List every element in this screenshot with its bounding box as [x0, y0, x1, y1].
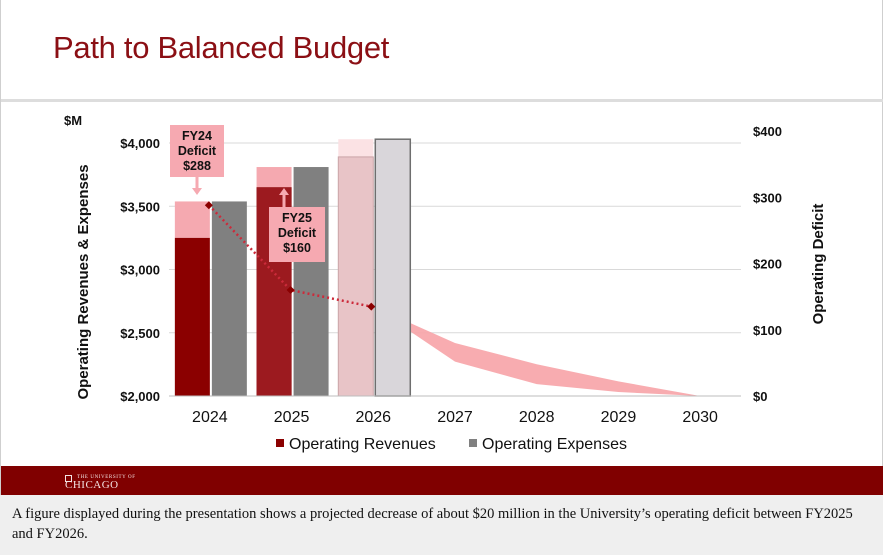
- y-tick-label: $2,500: [120, 326, 160, 341]
- x-tick-label: 2025: [274, 409, 310, 426]
- bar-operating-expenses: [293, 167, 329, 396]
- bar-operating-revenues: [174, 237, 210, 396]
- y2-tick-label: $100: [753, 323, 782, 338]
- x-tick-label: 2029: [601, 409, 637, 426]
- y-tick-label: $3,500: [120, 199, 160, 214]
- y-tick-label: $4,000: [120, 136, 160, 151]
- annotation-box: [269, 207, 325, 262]
- chart-legend: Operating Revenues Operating Expenses: [276, 436, 627, 453]
- y2-axis-title: Operating Deficit: [810, 204, 827, 325]
- x-tick-label: 2026: [355, 409, 391, 426]
- projection-band-layer: [373, 306, 701, 396]
- y-tick-label: $2,000: [120, 389, 160, 404]
- annotation-text: Deficit: [178, 144, 217, 158]
- legend-swatch-revenues: [276, 439, 284, 447]
- y2-tick-label: $300: [753, 190, 782, 205]
- unit-label: $M: [64, 113, 82, 128]
- figure-caption: A figure displayed during the presentati…: [0, 495, 883, 555]
- legend-label-revenues: Operating Revenues: [289, 436, 436, 453]
- presentation-slide: Path to Balanced Budget FY24 Deficit $288 F…: [0, 0, 883, 495]
- x-tick-label: 2028: [519, 409, 555, 426]
- axes-layer: $M Operating Revenues & Expenses Operati…: [64, 113, 827, 426]
- logo-small-text: THE UNIVERSITY OF: [77, 475, 136, 480]
- y2-tick-label: $200: [753, 257, 782, 272]
- annotation-text: FY25: [282, 211, 312, 225]
- university-logo: THE UNIVERSITY OF CHICAGO: [65, 475, 136, 491]
- deficit-marker: [286, 286, 295, 294]
- y-tick-label: $3,000: [120, 263, 160, 278]
- bar-operating-revenues: [337, 156, 374, 397]
- x-tick-label: 2030: [682, 409, 718, 426]
- x-tick-label: 2027: [437, 409, 473, 426]
- annotation-text: FY24: [182, 129, 212, 143]
- legend-label-expenses: Operating Expenses: [482, 436, 627, 453]
- annotation-box: [170, 125, 224, 177]
- deficit-line-layer: [204, 201, 376, 311]
- annotation-text: $288: [183, 159, 211, 173]
- bar-deficit-gap: [338, 139, 374, 157]
- annotation-arrowhead: [279, 188, 289, 195]
- bar-operating-expenses: [211, 201, 247, 396]
- shield-icon: [65, 475, 72, 482]
- slide-title: Path to Balanced Budget: [53, 30, 390, 65]
- legend-swatch-expenses: [469, 439, 477, 447]
- bar-operating-expenses: [374, 138, 412, 397]
- title-divider: [1, 99, 883, 102]
- y2-tick-label: $0: [753, 389, 767, 404]
- projection-band: [373, 306, 701, 396]
- footer-bar: [1, 466, 883, 495]
- deficit-marker: [204, 201, 213, 210]
- bars-layer: [174, 138, 412, 397]
- y-axis-title: Operating Revenues & Expenses: [75, 164, 92, 399]
- annotation-arrowhead: [192, 188, 202, 195]
- annotation-text: Deficit: [278, 226, 317, 240]
- logo-big-text: CHICAGO: [65, 479, 119, 491]
- annotation-text: $160: [283, 241, 311, 255]
- bar-deficit-gap: [174, 201, 210, 238]
- x-tick-label: 2024: [192, 409, 228, 426]
- bar-deficit-gap: [256, 167, 292, 188]
- deficit-marker: [367, 302, 376, 311]
- y2-tick-label: $400: [753, 124, 782, 139]
